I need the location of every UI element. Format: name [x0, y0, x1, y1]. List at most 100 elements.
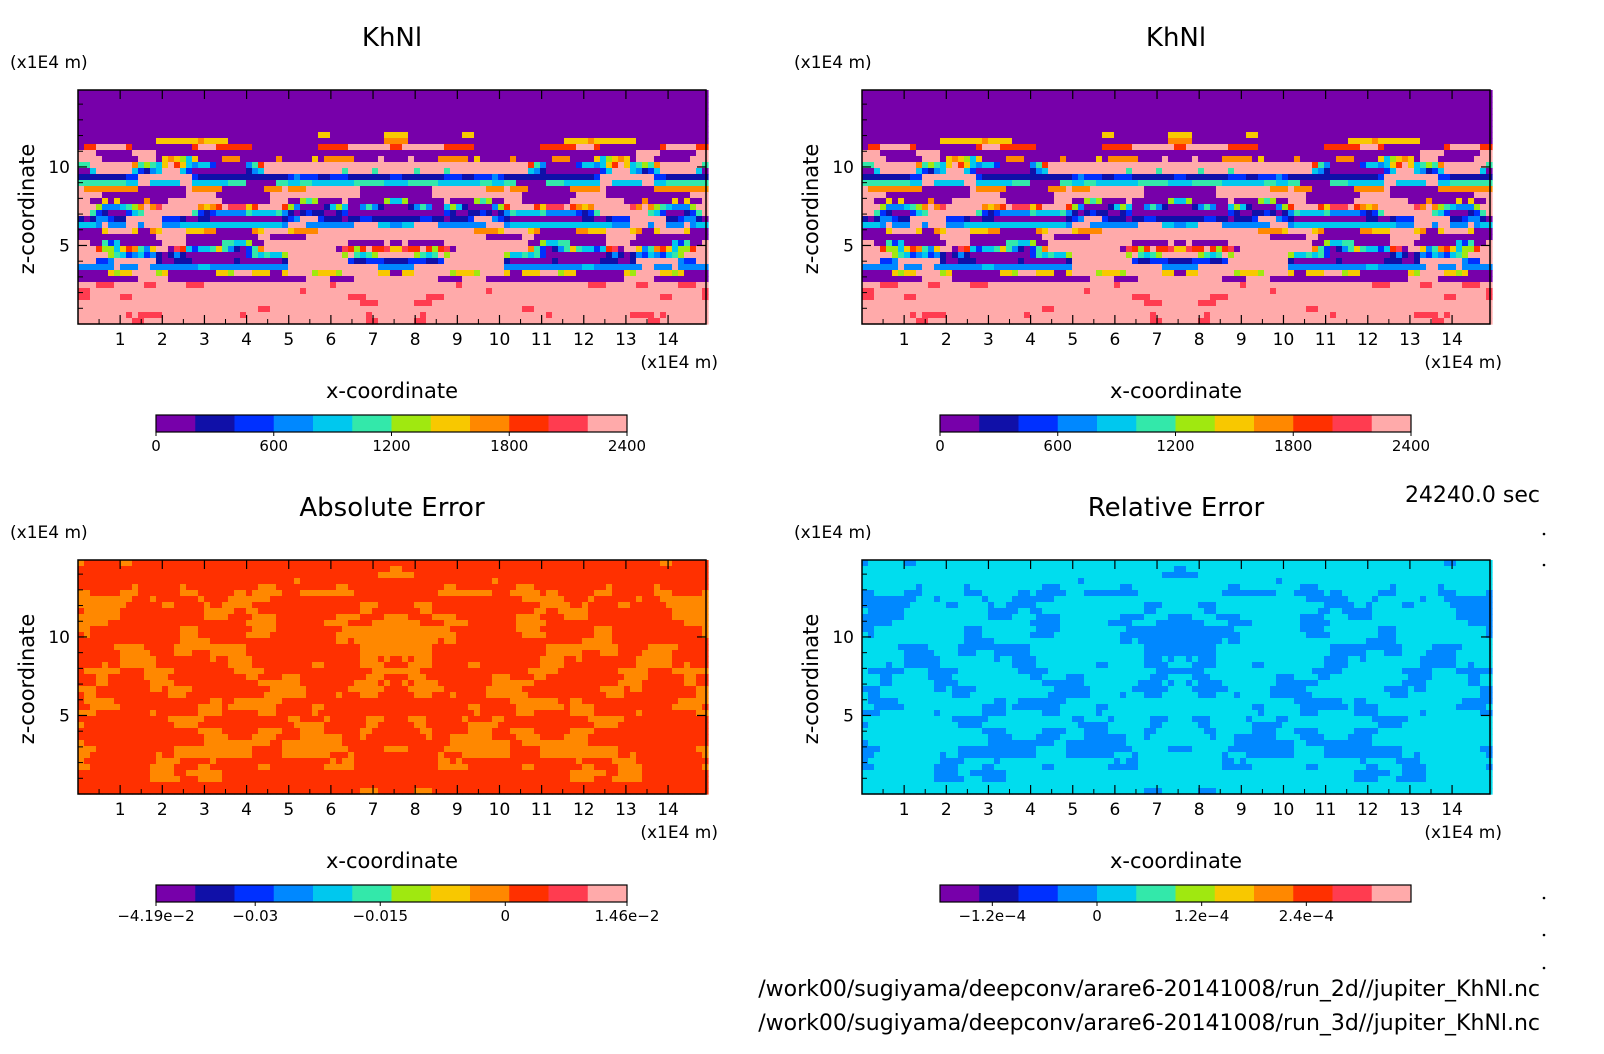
heatmap-cell	[660, 120, 667, 127]
heatmap-cell	[1192, 108, 1199, 115]
heatmap-cell	[862, 102, 869, 109]
heatmap-cell	[264, 156, 271, 163]
heatmap-cell	[528, 114, 535, 121]
heatmap-cell	[324, 276, 331, 283]
heatmap-cell	[276, 282, 283, 289]
heatmap-cell	[384, 252, 391, 259]
heatmap-cell	[138, 162, 145, 169]
heatmap-cell	[892, 114, 899, 121]
heatmap-cell	[222, 96, 229, 103]
heatmap-cell	[648, 282, 655, 289]
heatmap-cell	[432, 138, 439, 145]
heatmap-cell	[324, 312, 331, 319]
colorbar-segment	[548, 415, 589, 432]
heatmap-cell	[222, 198, 229, 205]
heatmap-cell	[1300, 108, 1307, 115]
heatmap-cell	[654, 96, 661, 103]
heatmap-cell	[246, 306, 253, 313]
heatmap-cell	[582, 228, 589, 235]
heatmap-cell	[1054, 120, 1061, 127]
heatmap-cell	[360, 234, 367, 241]
heatmap-cell	[468, 252, 475, 259]
heatmap-cell	[96, 96, 103, 103]
heatmap-cell	[528, 270, 535, 277]
heatmap-cell	[1354, 96, 1361, 103]
heatmap-cell	[450, 108, 457, 115]
heatmap-cell	[438, 192, 445, 199]
heatmap-cell	[462, 120, 469, 127]
heatmap-cell	[330, 306, 337, 313]
heatmap-cell	[474, 288, 481, 295]
heatmap-cell	[462, 294, 469, 301]
heatmap-cell	[546, 318, 553, 325]
heatmap-cell	[522, 312, 529, 319]
heatmap-cell	[684, 150, 691, 157]
heatmap-cell	[216, 276, 223, 283]
heatmap-cell	[630, 204, 637, 211]
heatmap-cell	[504, 306, 511, 313]
heatmap-cell	[396, 96, 403, 103]
heatmap-cell	[612, 150, 619, 157]
heatmap-cell	[1408, 120, 1415, 127]
heatmap-cell	[114, 282, 121, 289]
heatmap-cell	[654, 120, 661, 127]
heatmap-cell	[276, 276, 283, 283]
heatmap-cell	[498, 240, 505, 247]
heatmap-cell	[252, 210, 259, 217]
heatmap-cell	[150, 144, 157, 151]
heatmap-cell	[1408, 108, 1415, 115]
heatmap-cell	[1072, 108, 1079, 115]
heatmap-cell	[1336, 114, 1343, 121]
heatmap-cell	[564, 204, 571, 211]
heatmap-cell	[174, 108, 181, 115]
heatmap-cell	[546, 162, 553, 169]
heatmap-cell	[1198, 114, 1205, 121]
heatmap-cell	[1378, 126, 1385, 133]
heatmap-cell	[396, 186, 403, 193]
heatmap-cell	[270, 156, 277, 163]
heatmap-cell	[324, 174, 331, 181]
heatmap-cell	[378, 252, 385, 259]
heatmap-cell	[342, 114, 349, 121]
heatmap-cell	[222, 126, 229, 133]
heatmap-cell	[228, 312, 235, 319]
heatmap-cell	[144, 138, 151, 145]
heatmap-cell	[660, 222, 667, 229]
heatmap-cell	[648, 300, 655, 307]
heatmap-cell	[952, 108, 959, 115]
heatmap-cell	[132, 150, 139, 157]
heatmap-cell	[378, 132, 385, 139]
heatmap-cell	[96, 258, 103, 265]
heatmap-cell	[348, 288, 355, 295]
heatmap-cell	[240, 234, 247, 241]
heatmap-cell	[874, 102, 881, 109]
heatmap-cell	[192, 234, 199, 241]
heatmap-cell	[174, 156, 181, 163]
heatmap-cell	[438, 222, 445, 229]
heatmap-cell	[84, 186, 91, 193]
heatmap-cell	[456, 258, 463, 265]
x-tick-label: 8	[410, 330, 421, 350]
heatmap-cell	[174, 96, 181, 103]
heatmap-cell	[648, 138, 655, 145]
heatmap-cell	[114, 102, 121, 109]
heatmap-cell	[300, 120, 307, 127]
heatmap-cell	[684, 90, 691, 97]
heatmap-cell	[618, 96, 625, 103]
heatmap-cell	[276, 222, 283, 229]
heatmap-cell	[552, 168, 559, 175]
heatmap-cell	[432, 288, 439, 295]
heatmap-cell	[102, 252, 109, 259]
heatmap-cell	[498, 312, 505, 319]
heatmap-cell	[294, 246, 301, 253]
heatmap-cell	[588, 144, 595, 151]
heatmap-cell	[378, 168, 385, 175]
heatmap-cell	[210, 306, 217, 313]
heatmap-cell	[636, 234, 643, 241]
heatmap-cell	[126, 300, 133, 307]
y-tick-label: 10	[48, 158, 70, 178]
heatmap-cell	[354, 204, 361, 211]
heatmap-cell	[84, 228, 91, 235]
heatmap-cell	[282, 90, 289, 97]
heatmap-cell	[222, 258, 229, 265]
